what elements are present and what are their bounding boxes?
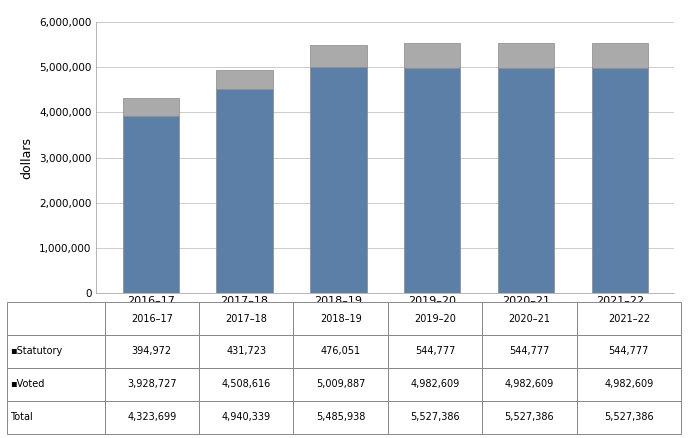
Text: 5,527,386: 5,527,386 xyxy=(504,412,555,422)
Text: 3,928,727: 3,928,727 xyxy=(127,379,177,389)
Bar xyxy=(577,302,681,335)
Bar xyxy=(293,401,388,434)
Bar xyxy=(105,335,199,368)
Bar xyxy=(199,335,293,368)
Bar xyxy=(199,401,293,434)
Text: 2019–20: 2019–20 xyxy=(414,314,456,324)
Bar xyxy=(388,401,482,434)
Bar xyxy=(105,368,199,401)
Text: 4,940,339: 4,940,339 xyxy=(222,412,271,422)
Text: 476,051: 476,051 xyxy=(321,346,361,357)
Bar xyxy=(122,98,179,116)
Bar xyxy=(217,89,272,293)
Text: 5,527,386: 5,527,386 xyxy=(410,412,460,422)
Text: 2021–22: 2021–22 xyxy=(608,314,650,324)
Text: 4,982,609: 4,982,609 xyxy=(505,379,554,389)
Text: 544,777: 544,777 xyxy=(415,346,455,357)
Bar xyxy=(310,45,367,67)
Bar xyxy=(293,368,388,401)
Bar xyxy=(577,368,681,401)
Text: 2018–19: 2018–19 xyxy=(320,314,361,324)
Text: ▪Voted: ▪Voted xyxy=(10,379,45,389)
Bar xyxy=(482,401,577,434)
Bar xyxy=(388,335,482,368)
Bar xyxy=(388,368,482,401)
Text: 4,508,616: 4,508,616 xyxy=(222,379,271,389)
Text: 394,972: 394,972 xyxy=(132,346,172,357)
Bar xyxy=(498,43,554,68)
Text: 2016–17: 2016–17 xyxy=(131,314,173,324)
Text: 4,982,609: 4,982,609 xyxy=(604,379,654,389)
Text: 4,323,699: 4,323,699 xyxy=(127,412,176,422)
Bar xyxy=(293,302,388,335)
Bar xyxy=(7,302,105,335)
Bar xyxy=(122,116,179,293)
Bar xyxy=(105,401,199,434)
Bar xyxy=(310,67,367,293)
Bar xyxy=(7,368,105,401)
Bar xyxy=(577,401,681,434)
Bar xyxy=(592,43,648,68)
Text: 2020–21: 2020–21 xyxy=(508,314,550,324)
Text: ▪Statutory: ▪Statutory xyxy=(10,346,63,357)
Bar xyxy=(105,302,199,335)
Bar xyxy=(293,335,388,368)
Bar xyxy=(577,335,681,368)
Bar xyxy=(199,368,293,401)
Text: 431,723: 431,723 xyxy=(226,346,266,357)
Bar xyxy=(217,70,272,89)
Y-axis label: dollars: dollars xyxy=(21,137,34,179)
Text: 5,009,887: 5,009,887 xyxy=(316,379,365,389)
Bar xyxy=(404,68,460,293)
Bar xyxy=(482,335,577,368)
Text: 5,485,938: 5,485,938 xyxy=(316,412,365,422)
Bar xyxy=(482,302,577,335)
Text: 5,527,386: 5,527,386 xyxy=(604,412,654,422)
Bar xyxy=(199,302,293,335)
Bar xyxy=(404,43,460,68)
Bar xyxy=(388,302,482,335)
Text: 2017–18: 2017–18 xyxy=(225,314,267,324)
Text: Total: Total xyxy=(10,412,33,422)
Text: 4,982,609: 4,982,609 xyxy=(411,379,460,389)
Bar xyxy=(498,68,554,293)
Text: 544,777: 544,777 xyxy=(509,346,550,357)
Bar xyxy=(592,68,648,293)
Bar xyxy=(7,335,105,368)
Text: 544,777: 544,777 xyxy=(609,346,649,357)
Bar xyxy=(7,401,105,434)
Bar xyxy=(482,368,577,401)
